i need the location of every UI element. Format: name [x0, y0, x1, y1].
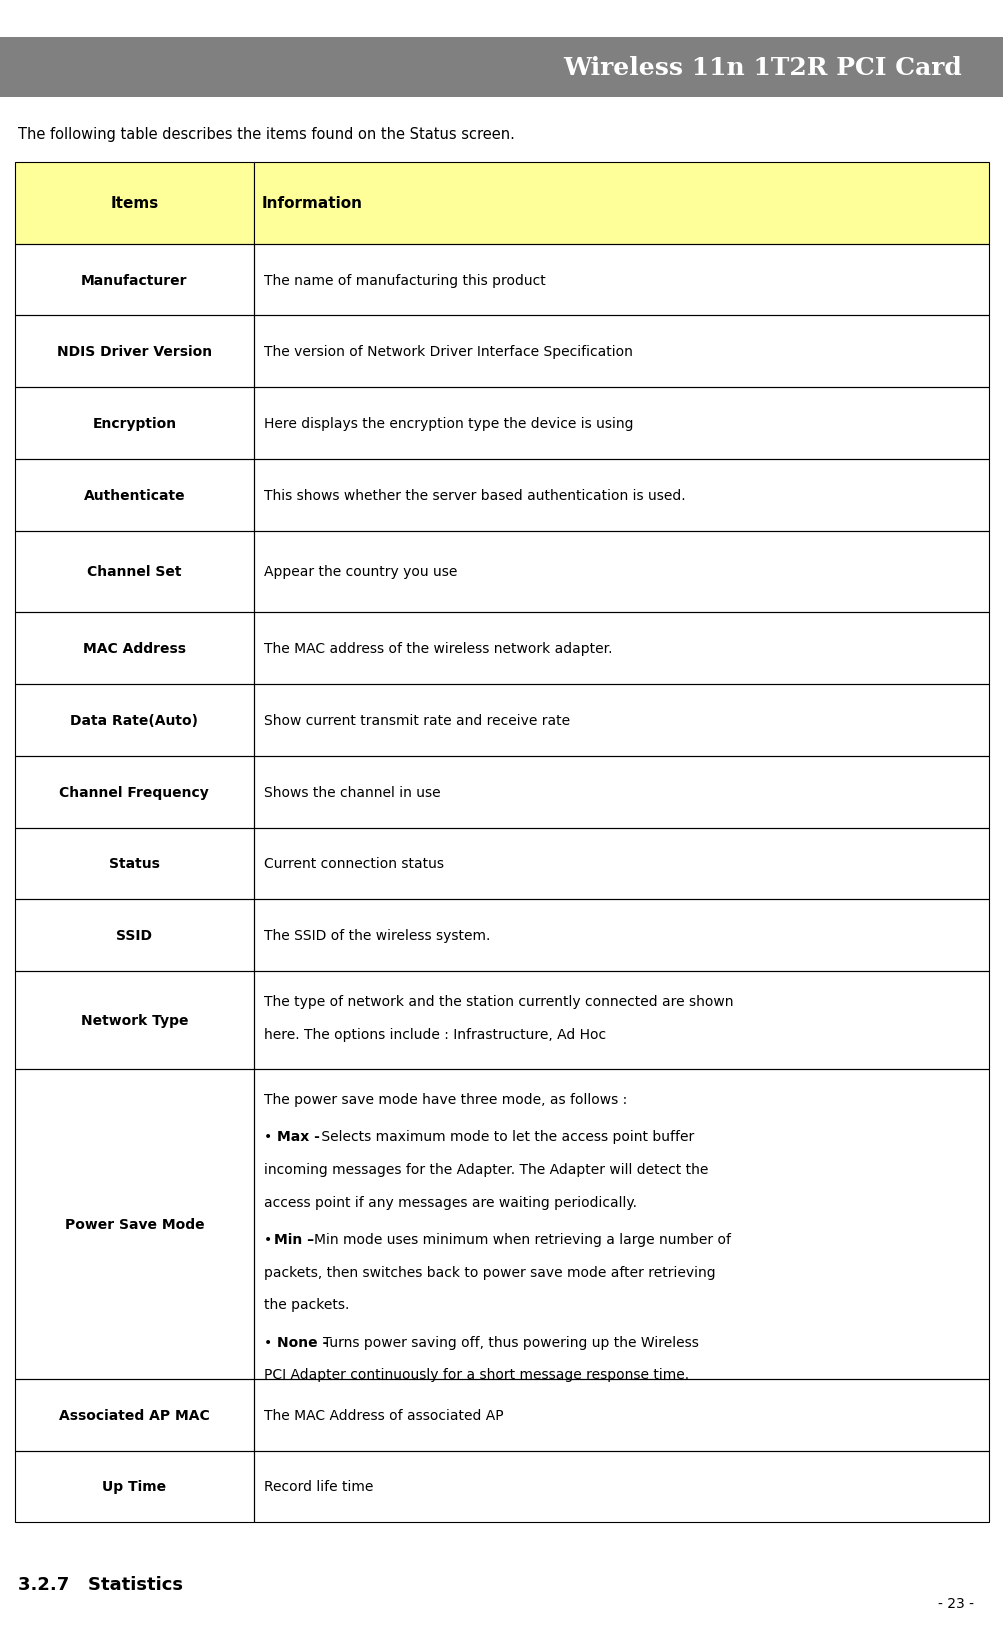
- Text: PCI Adapter continuously for a short message response time.: PCI Adapter continuously for a short mes…: [264, 1368, 688, 1382]
- Text: 3.2.7   Statistics: 3.2.7 Statistics: [18, 1575, 183, 1593]
- Text: Max -: Max -: [277, 1130, 324, 1144]
- Text: •: •: [264, 1130, 281, 1144]
- Text: None -: None -: [277, 1335, 333, 1350]
- Text: The power save mode have three mode, as follows :: The power save mode have three mode, as …: [264, 1092, 626, 1107]
- Text: Power Save Mode: Power Save Mode: [64, 1218, 204, 1231]
- Text: •: •: [264, 1232, 276, 1247]
- Text: MAC Address: MAC Address: [83, 642, 186, 655]
- Bar: [15, 1069, 254, 1379]
- Bar: [15, 460, 254, 531]
- Text: The MAC Address of associated AP: The MAC Address of associated AP: [264, 1408, 503, 1421]
- Bar: [254, 244, 988, 316]
- Bar: [254, 388, 988, 460]
- Bar: [15, 163, 254, 244]
- Text: Manufacturer: Manufacturer: [81, 274, 188, 287]
- Text: - 23 -: - 23 -: [937, 1596, 973, 1610]
- Text: Associated AP MAC: Associated AP MAC: [59, 1408, 210, 1421]
- Bar: [15, 244, 254, 316]
- Bar: [15, 613, 254, 685]
- Text: Items: Items: [110, 196, 158, 212]
- Bar: [254, 163, 988, 244]
- Text: Min –: Min –: [274, 1232, 318, 1247]
- Text: Encryption: Encryption: [92, 417, 177, 430]
- Text: Authenticate: Authenticate: [83, 489, 185, 502]
- Text: SSID: SSID: [116, 929, 152, 942]
- Text: incoming messages for the Adapter. The Adapter will detect the: incoming messages for the Adapter. The A…: [264, 1162, 707, 1177]
- Bar: [254, 828, 988, 900]
- Text: The version of Network Driver Interface Specification: The version of Network Driver Interface …: [264, 346, 632, 359]
- Text: Show current transmit rate and receive rate: Show current transmit rate and receive r…: [264, 714, 570, 727]
- Text: Selects maximum mode to let the access point buffer: Selects maximum mode to let the access p…: [317, 1130, 693, 1144]
- Text: •: •: [264, 1335, 281, 1350]
- Bar: [254, 460, 988, 531]
- Text: Appear the country you use: Appear the country you use: [264, 566, 456, 579]
- Text: The type of network and the station currently connected are shown: The type of network and the station curr…: [264, 994, 732, 1009]
- Text: Here displays the encryption type the device is using: Here displays the encryption type the de…: [264, 417, 633, 430]
- Bar: [15, 971, 254, 1069]
- Bar: [15, 163, 254, 244]
- Bar: [15, 1379, 254, 1451]
- Text: Channel Frequency: Channel Frequency: [59, 786, 209, 799]
- Text: Current connection status: Current connection status: [264, 857, 443, 870]
- Text: Status: Status: [108, 857, 159, 870]
- Bar: [15, 828, 254, 900]
- Bar: [254, 756, 988, 828]
- Text: The SSID of the wireless system.: The SSID of the wireless system.: [264, 929, 489, 942]
- Bar: [15, 756, 254, 828]
- Bar: [254, 1379, 988, 1451]
- Bar: [0, 37, 1003, 98]
- Text: The name of manufacturing this product: The name of manufacturing this product: [264, 274, 545, 287]
- Bar: [254, 971, 988, 1069]
- Text: Up Time: Up Time: [102, 1480, 166, 1493]
- Bar: [254, 900, 988, 971]
- Bar: [15, 316, 254, 388]
- Bar: [254, 163, 988, 244]
- Bar: [254, 1069, 988, 1379]
- Bar: [254, 685, 988, 756]
- Text: Shows the channel in use: Shows the channel in use: [264, 786, 440, 799]
- Text: The MAC address of the wireless network adapter.: The MAC address of the wireless network …: [264, 642, 612, 655]
- Text: Information: Information: [262, 196, 362, 212]
- Text: access point if any messages are waiting periodically.: access point if any messages are waiting…: [264, 1195, 636, 1209]
- Text: Channel Set: Channel Set: [87, 566, 182, 579]
- Text: The following table describes the items found on the Status screen.: The following table describes the items …: [18, 127, 515, 142]
- Text: the packets.: the packets.: [264, 1297, 349, 1312]
- Bar: [15, 685, 254, 756]
- Text: Record life time: Record life time: [264, 1480, 373, 1493]
- Text: Min mode uses minimum when retrieving a large number of: Min mode uses minimum when retrieving a …: [314, 1232, 730, 1247]
- Bar: [254, 531, 988, 613]
- Text: Data Rate(Auto): Data Rate(Auto): [70, 714, 199, 727]
- Bar: [15, 388, 254, 460]
- Bar: [15, 531, 254, 613]
- Text: NDIS Driver Version: NDIS Driver Version: [57, 346, 212, 359]
- Bar: [254, 613, 988, 685]
- Bar: [15, 900, 254, 971]
- Text: Turns power saving off, thus powering up the Wireless: Turns power saving off, thus powering up…: [323, 1335, 698, 1350]
- Text: This shows whether the server based authentication is used.: This shows whether the server based auth…: [264, 489, 685, 502]
- Text: Network Type: Network Type: [80, 1014, 188, 1027]
- Bar: [254, 1451, 988, 1522]
- Text: here. The options include : Infrastructure, Ad Hoc: here. The options include : Infrastructu…: [264, 1027, 605, 1042]
- Text: Wireless 11n 1T2R PCI Card: Wireless 11n 1T2R PCI Card: [563, 55, 962, 80]
- Bar: [254, 316, 988, 388]
- Bar: [15, 1451, 254, 1522]
- Text: packets, then switches back to power save mode after retrieving: packets, then switches back to power sav…: [264, 1265, 714, 1280]
